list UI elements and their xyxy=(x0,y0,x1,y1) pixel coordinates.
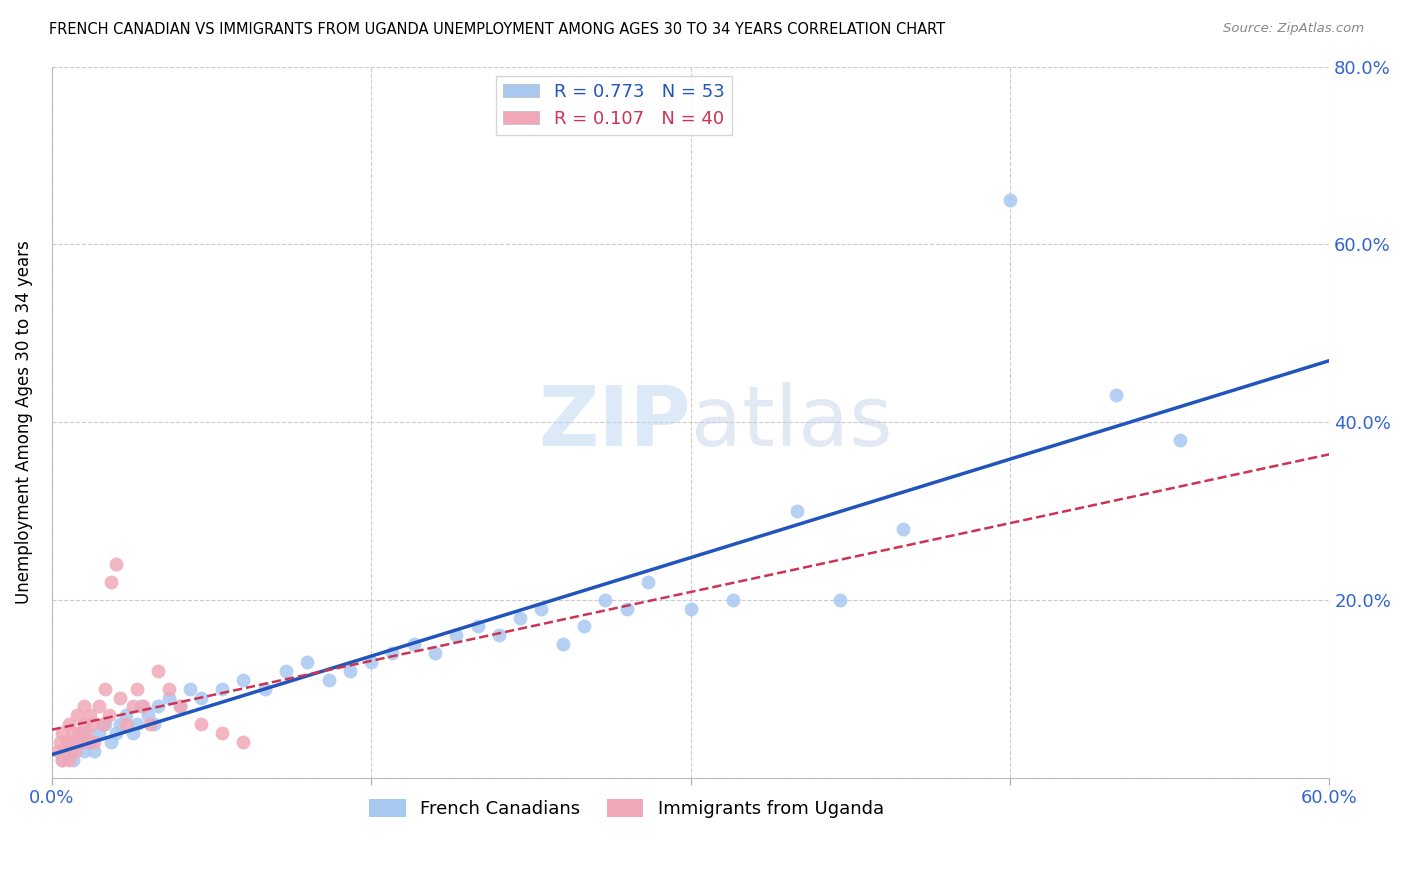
Point xyxy=(55,735,77,749)
Point xyxy=(211,726,233,740)
Point xyxy=(121,726,143,740)
Point xyxy=(132,699,155,714)
Y-axis label: Unemployment Among Ages 30 to 34 years: Unemployment Among Ages 30 to 34 years xyxy=(15,240,32,604)
Point xyxy=(509,610,531,624)
Point xyxy=(169,699,191,714)
Point xyxy=(55,744,77,758)
Point xyxy=(79,708,101,723)
Point xyxy=(73,726,96,740)
Point xyxy=(46,744,69,758)
Point xyxy=(115,708,138,723)
Point xyxy=(551,637,574,651)
Point xyxy=(595,592,617,607)
Legend: French Canadians, Immigrants from Uganda: French Canadians, Immigrants from Uganda xyxy=(363,791,891,825)
Point xyxy=(998,193,1021,207)
Point xyxy=(148,699,170,714)
Point xyxy=(274,664,297,678)
Point xyxy=(893,522,915,536)
Point xyxy=(179,681,201,696)
Point xyxy=(125,717,148,731)
Point xyxy=(157,690,180,705)
Point xyxy=(104,558,127,572)
Point xyxy=(318,673,340,687)
Point xyxy=(572,619,595,633)
Point xyxy=(121,699,143,714)
Text: atlas: atlas xyxy=(690,382,893,463)
Point xyxy=(51,753,73,767)
Point xyxy=(488,628,510,642)
Point xyxy=(100,575,122,590)
Point xyxy=(62,726,84,740)
Point xyxy=(211,681,233,696)
Point xyxy=(66,735,89,749)
Point xyxy=(100,735,122,749)
Point xyxy=(98,708,121,723)
Point xyxy=(381,646,404,660)
Point xyxy=(82,717,104,731)
Point xyxy=(616,601,638,615)
Point xyxy=(232,673,254,687)
Point xyxy=(94,681,117,696)
Point xyxy=(59,744,82,758)
Point xyxy=(58,717,80,731)
Point xyxy=(77,735,100,749)
Point xyxy=(91,717,114,731)
Point xyxy=(53,744,76,758)
Point xyxy=(169,699,191,714)
Point xyxy=(828,592,851,607)
Point xyxy=(125,681,148,696)
Point xyxy=(138,717,160,731)
Point xyxy=(1105,388,1128,402)
Point xyxy=(51,753,73,767)
Point xyxy=(1168,433,1191,447)
Point xyxy=(339,664,361,678)
Point xyxy=(58,753,80,767)
Point xyxy=(87,699,110,714)
Point xyxy=(136,708,159,723)
Point xyxy=(446,628,468,642)
Point xyxy=(104,726,127,740)
Point xyxy=(721,592,744,607)
Point xyxy=(115,717,138,731)
Point xyxy=(129,699,152,714)
Point xyxy=(190,717,212,731)
Point xyxy=(51,726,73,740)
Point xyxy=(402,637,425,651)
Point xyxy=(73,699,96,714)
Point xyxy=(62,753,84,767)
Point xyxy=(142,717,165,731)
Point xyxy=(157,681,180,696)
Point xyxy=(423,646,446,660)
Point xyxy=(79,735,101,749)
Point xyxy=(297,655,319,669)
Point xyxy=(108,690,131,705)
Point xyxy=(83,744,105,758)
Point xyxy=(232,735,254,749)
Point xyxy=(148,664,170,678)
Point xyxy=(530,601,553,615)
Point xyxy=(73,717,96,731)
Point xyxy=(786,504,808,518)
Point xyxy=(75,726,97,740)
Text: Source: ZipAtlas.com: Source: ZipAtlas.com xyxy=(1223,22,1364,36)
Point xyxy=(108,717,131,731)
Text: ZIP: ZIP xyxy=(538,382,690,463)
Point xyxy=(637,575,659,590)
Point xyxy=(253,681,276,696)
Point xyxy=(70,735,93,749)
Point xyxy=(49,735,72,749)
Point xyxy=(83,735,105,749)
Point xyxy=(360,655,382,669)
Point xyxy=(94,717,117,731)
Point xyxy=(63,744,86,758)
Point xyxy=(87,726,110,740)
Point xyxy=(73,744,96,758)
Point xyxy=(62,735,84,749)
Point xyxy=(467,619,489,633)
Text: FRENCH CANADIAN VS IMMIGRANTS FROM UGANDA UNEMPLOYMENT AMONG AGES 30 TO 34 YEARS: FRENCH CANADIAN VS IMMIGRANTS FROM UGAND… xyxy=(49,22,945,37)
Point xyxy=(66,708,89,723)
Point xyxy=(190,690,212,705)
Point xyxy=(679,601,702,615)
Point xyxy=(67,726,90,740)
